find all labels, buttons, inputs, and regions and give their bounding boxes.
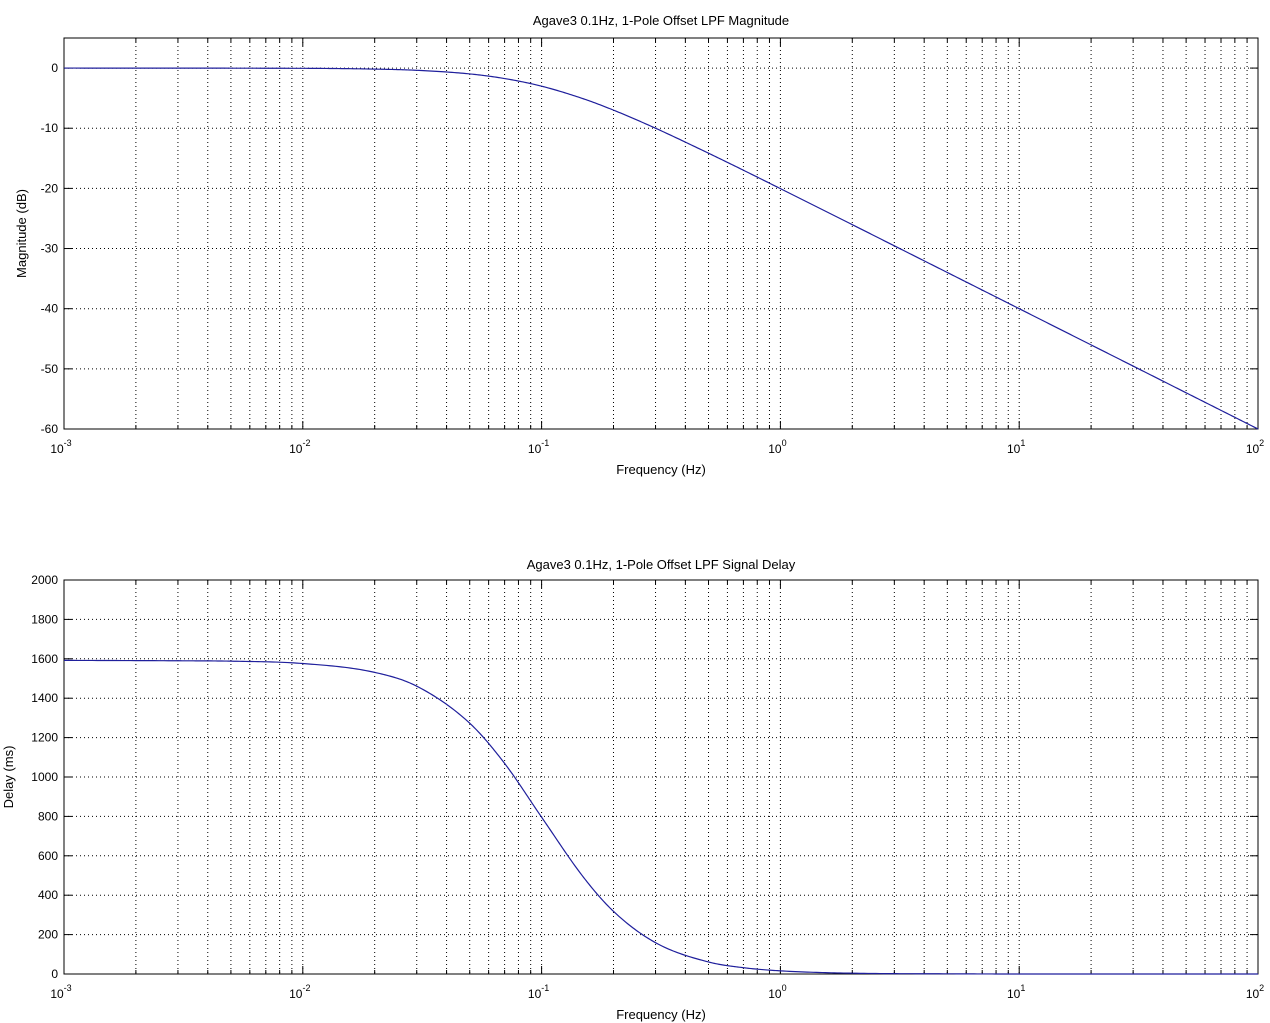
y-tick-label: -20 bbox=[41, 181, 59, 195]
y-tick-label: 1800 bbox=[31, 612, 58, 626]
y-tick-label: 1600 bbox=[31, 652, 58, 666]
x-tick-label: 100 bbox=[768, 983, 786, 1001]
y-tick-label: -30 bbox=[41, 242, 59, 256]
x-tick-label: 102 bbox=[1246, 438, 1264, 456]
x-axis-label: Frequency (Hz) bbox=[616, 462, 706, 477]
y-tick-label: -10 bbox=[41, 121, 59, 135]
series-line bbox=[63, 659, 1258, 975]
ticks bbox=[63, 38, 1259, 430]
y-tick-label: 1200 bbox=[31, 731, 58, 745]
x-tick-label: 10-1 bbox=[528, 438, 549, 456]
grid bbox=[64, 580, 1258, 974]
grid bbox=[64, 38, 1258, 429]
y-tick-label: -60 bbox=[41, 422, 59, 436]
y-tick-label: 1000 bbox=[31, 770, 58, 784]
x-tick-label: 100 bbox=[768, 438, 786, 456]
y-axis-label: Delay (ms) bbox=[1, 746, 16, 809]
x-tick-label: 10-1 bbox=[528, 983, 549, 1001]
x-tick-label: 101 bbox=[1007, 438, 1025, 456]
y-tick-label: -40 bbox=[41, 302, 59, 316]
ticks bbox=[63, 579, 1259, 975]
x-tick-label: 102 bbox=[1246, 983, 1264, 1001]
y-axis-label: Magnitude (dB) bbox=[14, 189, 29, 278]
series-line bbox=[64, 67, 1259, 430]
y-tick-label: 0 bbox=[51, 967, 58, 981]
chart-title: Agave3 0.1Hz, 1-Pole Offset LPF Magnitud… bbox=[533, 13, 789, 28]
y-tick-label: 0 bbox=[51, 61, 58, 75]
y-tick-label: 2000 bbox=[31, 573, 58, 587]
chart-1: 0 -10 -20 -30 -40 -50 -60 10-3 10-2 10-1 100 101 102… bbox=[14, 13, 1264, 477]
y-tick-label: 200 bbox=[38, 928, 58, 942]
y-tick-label: 400 bbox=[38, 888, 58, 902]
y-tick-label: 1400 bbox=[31, 691, 58, 705]
axes-box bbox=[63, 37, 1259, 430]
chart-title: Agave3 0.1Hz, 1-Pole Offset LPF Signal D… bbox=[527, 557, 796, 572]
x-tick-label: 10-3 bbox=[50, 983, 71, 1001]
chart-2: 0 200 400 600 800 1000 1200 1400 1600 1800 2000 10-… bbox=[1, 557, 1264, 1022]
x-tick-label: 10-2 bbox=[289, 438, 310, 456]
x-axis-label: Frequency (Hz) bbox=[616, 1007, 706, 1022]
x-tick-label: 101 bbox=[1007, 983, 1025, 1001]
x-tick-label: 10-3 bbox=[50, 438, 71, 456]
x-tick-label: 10-2 bbox=[289, 983, 310, 1001]
y-tick-label: 800 bbox=[38, 809, 58, 823]
y-tick-label: 600 bbox=[38, 849, 58, 863]
y-tick-label: -50 bbox=[41, 362, 59, 376]
